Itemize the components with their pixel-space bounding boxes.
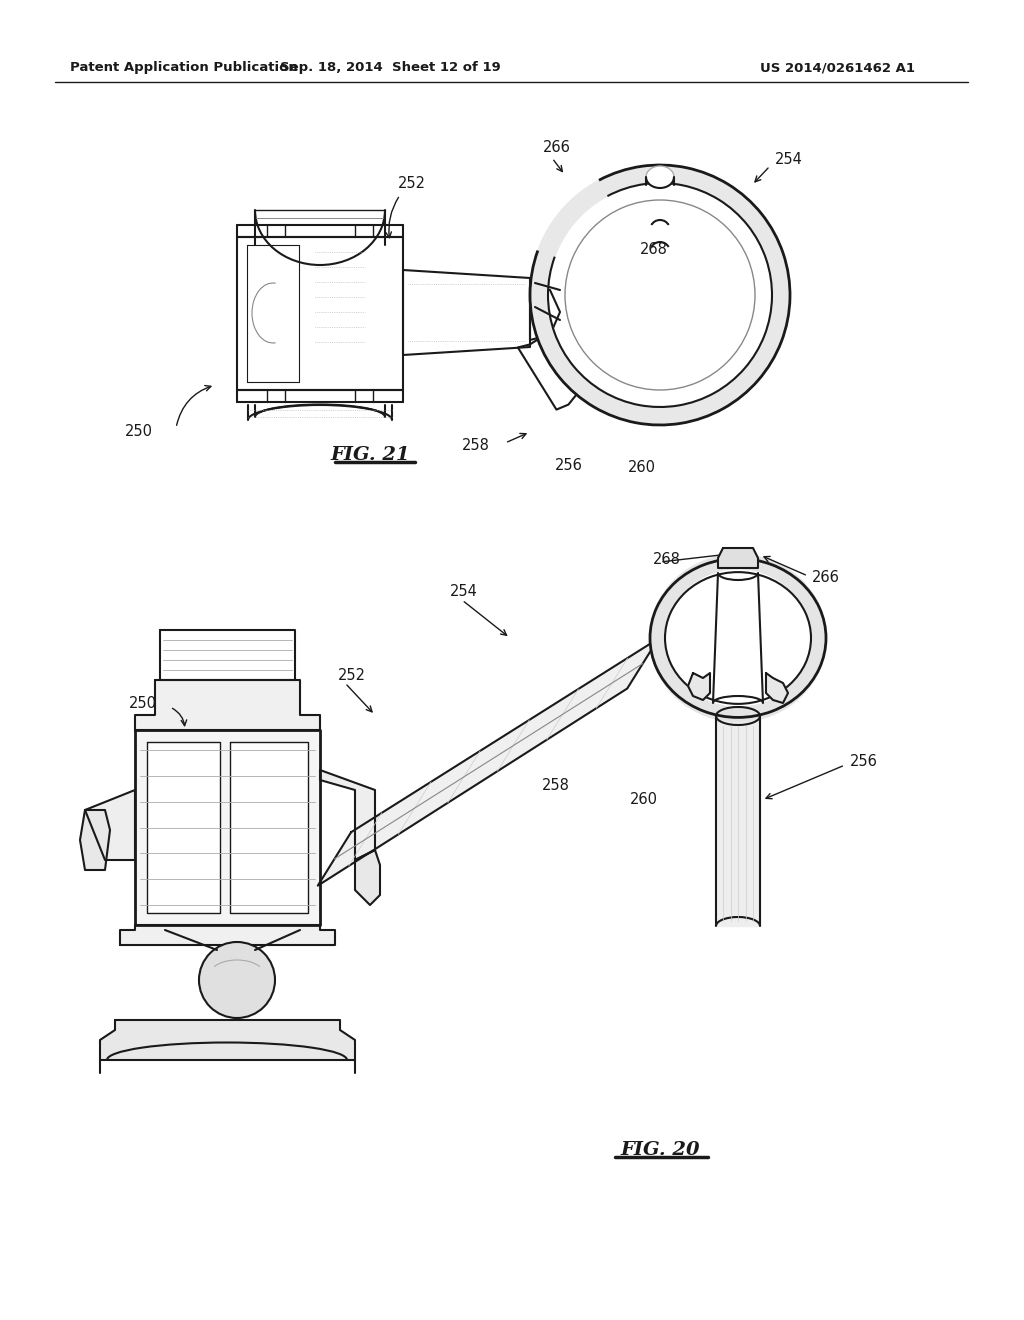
Text: 266: 266 <box>812 570 840 586</box>
Polygon shape <box>135 730 319 925</box>
Polygon shape <box>237 238 403 389</box>
Text: 266: 266 <box>543 140 570 156</box>
Text: 256: 256 <box>850 755 878 770</box>
Polygon shape <box>80 810 110 870</box>
Polygon shape <box>85 789 135 861</box>
Text: 250: 250 <box>125 425 153 440</box>
Polygon shape <box>230 742 308 913</box>
Polygon shape <box>135 680 319 730</box>
Polygon shape <box>100 1060 355 1073</box>
Text: 260: 260 <box>628 461 656 475</box>
Polygon shape <box>248 405 392 436</box>
Circle shape <box>199 942 275 1018</box>
Polygon shape <box>530 285 560 341</box>
Text: 268: 268 <box>653 553 681 568</box>
Circle shape <box>525 160 795 430</box>
Polygon shape <box>688 673 710 700</box>
Polygon shape <box>319 770 375 861</box>
Text: 260: 260 <box>630 792 658 808</box>
Text: 250: 250 <box>129 696 157 710</box>
Text: Sep. 18, 2014  Sheet 12 of 19: Sep. 18, 2014 Sheet 12 of 19 <box>280 62 501 74</box>
Text: FIG. 21: FIG. 21 <box>330 446 410 465</box>
Text: 258: 258 <box>462 437 490 453</box>
Text: 256: 256 <box>555 458 583 473</box>
Polygon shape <box>650 554 826 722</box>
Polygon shape <box>530 165 790 425</box>
Polygon shape <box>716 715 760 927</box>
Polygon shape <box>160 630 295 680</box>
Polygon shape <box>403 271 530 355</box>
Polygon shape <box>100 1020 355 1060</box>
Text: 258: 258 <box>542 777 570 792</box>
Polygon shape <box>317 639 658 886</box>
Text: 252: 252 <box>398 176 426 190</box>
Polygon shape <box>718 548 758 568</box>
Polygon shape <box>255 154 385 210</box>
Polygon shape <box>766 673 788 704</box>
Polygon shape <box>120 925 335 945</box>
Text: 254: 254 <box>450 585 478 599</box>
Text: US 2014/0261462 A1: US 2014/0261462 A1 <box>760 62 915 74</box>
Polygon shape <box>355 850 380 906</box>
Ellipse shape <box>646 166 674 187</box>
Polygon shape <box>147 742 220 913</box>
Text: Patent Application Publication: Patent Application Publication <box>70 62 298 74</box>
Text: 254: 254 <box>775 153 803 168</box>
Text: 268: 268 <box>640 243 668 257</box>
Text: 252: 252 <box>338 668 366 682</box>
Text: FIG. 20: FIG. 20 <box>621 1140 699 1159</box>
